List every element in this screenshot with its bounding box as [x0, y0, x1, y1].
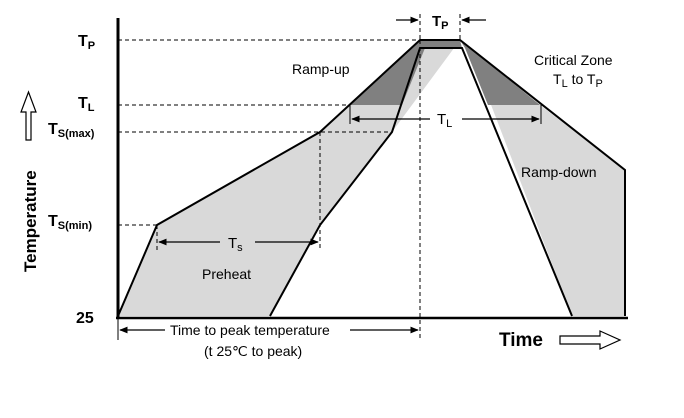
ramp-up-label: Ramp-up	[292, 61, 350, 77]
y-label-tl: TL	[78, 95, 95, 114]
ramp-down-label: Ramp-down	[521, 164, 596, 180]
y-label-tsmax: TS(max)	[48, 121, 95, 140]
time-to-peak-label: Time to peak temperature	[170, 322, 330, 338]
time-to-peak-sublabel: (t 25℃ to peak)	[204, 343, 302, 359]
y-label-tp: TP	[78, 33, 95, 52]
y-axis-title: Temperature	[21, 170, 40, 272]
critical-zone-label-line1: Critical Zone	[534, 52, 613, 68]
tp-duration-label: TP	[432, 13, 449, 32]
ramp-down-region	[460, 40, 625, 316]
y-label-25: 25	[76, 310, 94, 327]
x-axis-title: Time	[499, 330, 543, 351]
critical-zone-label-line2: TL to TP	[553, 71, 603, 90]
preheat-region	[118, 225, 320, 316]
critical-zone-peak	[418, 40, 462, 48]
temperature-direction-arrow	[20, 90, 37, 141]
time-direction-arrow	[559, 330, 622, 350]
tl-duration-label: TL	[437, 111, 452, 130]
y-label-tsmin: TS(min)	[48, 213, 92, 232]
preheat-label: Preheat	[202, 266, 251, 282]
ts-duration-label: Ts	[228, 235, 243, 254]
